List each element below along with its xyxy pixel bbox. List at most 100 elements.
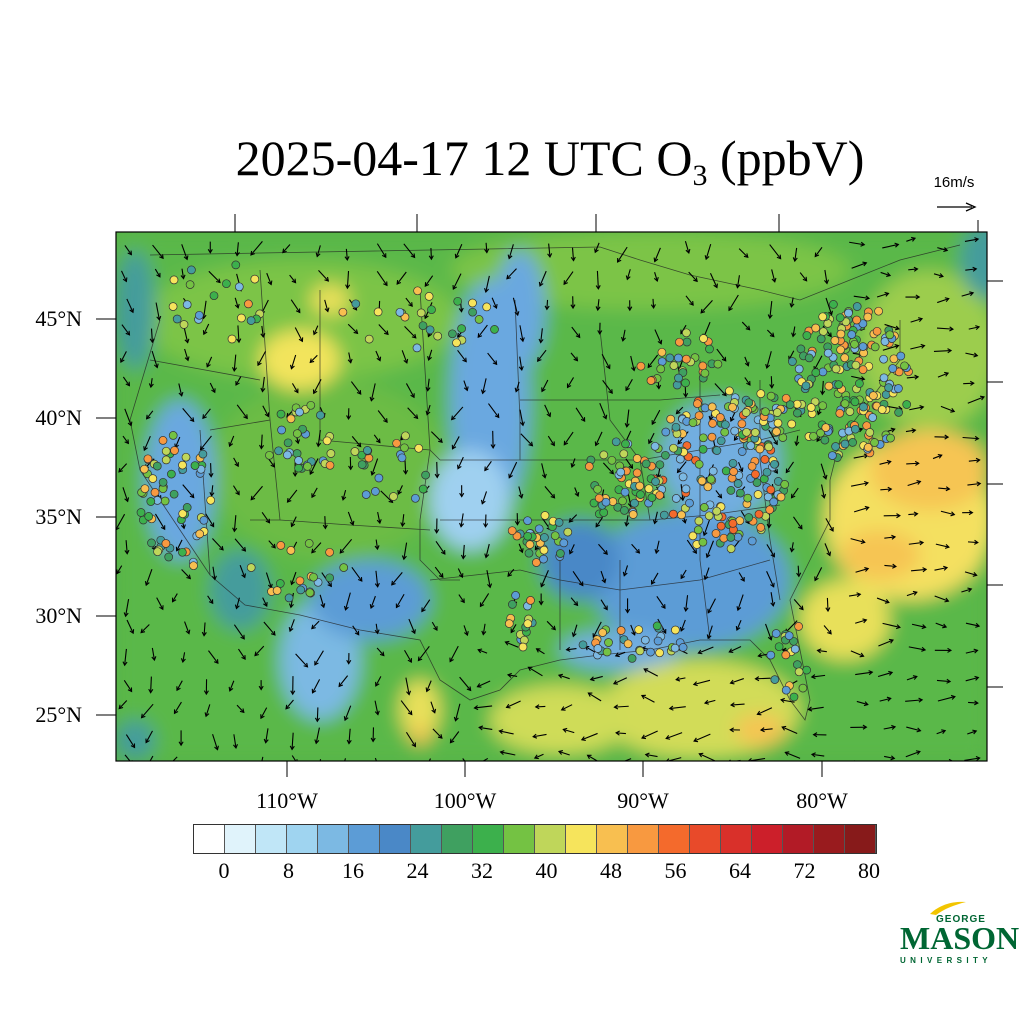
wind-arrow [792,247,798,263]
wind-arrow [883,513,901,519]
station-dot [283,438,293,448]
station-dot [715,413,725,422]
wind-arrow [449,645,459,663]
wind-arrow [771,269,777,283]
wind-arrow [154,268,161,278]
wind-arrow [738,461,744,473]
station-dot [190,461,200,470]
station-dot [766,485,776,495]
wind-arrow [575,407,586,422]
station-dot [646,647,655,657]
wind-arrow [910,317,924,323]
station-dot [798,683,808,693]
wind-arrow [704,243,712,261]
wind-arrow [665,732,683,740]
station-dot [618,496,627,506]
wind-arrow [228,680,235,692]
station-dot [713,359,723,369]
station-dot [681,484,691,494]
wind-arrow [376,511,382,525]
wind-arrow [702,518,711,537]
wind-arrow [518,543,524,554]
wind-arrow [810,752,825,758]
station-dot [161,446,171,456]
station-dot [161,455,171,465]
wind-arrow [820,463,828,480]
wind-arrow [665,757,682,761]
wind-arrow [640,694,655,703]
wind-arrow [789,297,795,308]
wind-arrow [228,435,235,448]
wind-arrow [936,729,947,735]
colorbar-tick-label: 64 [729,858,751,883]
wind-arrow [906,675,918,681]
wind-arrow [289,274,297,284]
station-dot [468,298,477,308]
station-dot [770,675,780,684]
station-dot [670,643,680,653]
wind-arrow [653,272,659,283]
wind-arrow [735,619,742,631]
wind-arrow [424,275,434,287]
wind-arrow [376,243,387,259]
station-dot [704,511,714,521]
station-dot [272,586,282,595]
lat-label-45n: 45°N [35,306,82,331]
wind-arrow [882,344,900,351]
wind-arrow [631,543,641,554]
station-dot [831,364,841,374]
wind-arrow [260,376,266,393]
wind-arrow [906,726,922,733]
station-dot [326,449,336,458]
wind-arrow [589,675,603,682]
station-dot [457,324,466,333]
wind-arrow [910,343,926,350]
wind-arrow [697,646,714,655]
wind-arrow [460,544,466,560]
station-dot [598,628,607,637]
station-dot [227,334,237,344]
station-dot [276,409,286,419]
station-dot [756,523,766,532]
station-dot [721,420,730,430]
station-dot [716,521,726,531]
wind-arrow [184,348,190,362]
station-dot [304,539,314,548]
station-dot [698,444,708,454]
station-dot [620,506,629,515]
station-dot [146,497,156,506]
wind-arrow [600,570,607,584]
wind-arrow [120,351,127,364]
title-units: (ppbV) [707,130,865,186]
wind-arrow [599,402,608,420]
station-dot [699,334,708,343]
station-dot [140,484,150,494]
wind-arrow [239,762,243,774]
wind-arrow [849,241,866,247]
colorbar-swatch [349,825,380,853]
station-dot [578,640,588,650]
wind-arrow [454,243,463,259]
wind-arrow [154,513,166,531]
station-dot [788,357,797,366]
wind-arrow [879,696,892,702]
station-dot [671,494,681,503]
wind-arrow [400,514,406,528]
station-dot [635,481,645,491]
wind-arrow [765,623,773,641]
observation-stations [136,260,913,702]
wind-arrow [291,383,299,394]
station-dot [414,443,424,453]
left-ticks [96,318,116,716]
station-dot [584,462,594,471]
station-dot [286,414,296,424]
wind-arrow [507,568,515,577]
reference-vector-label: 16m/s [933,174,975,191]
station-dot [787,419,797,429]
wind-arrow [779,697,795,703]
wind-arrow [232,515,238,533]
wind-arrow [181,244,189,261]
station-dot [182,503,192,512]
wind-arrow [856,700,869,707]
wind-arrow [395,593,405,609]
